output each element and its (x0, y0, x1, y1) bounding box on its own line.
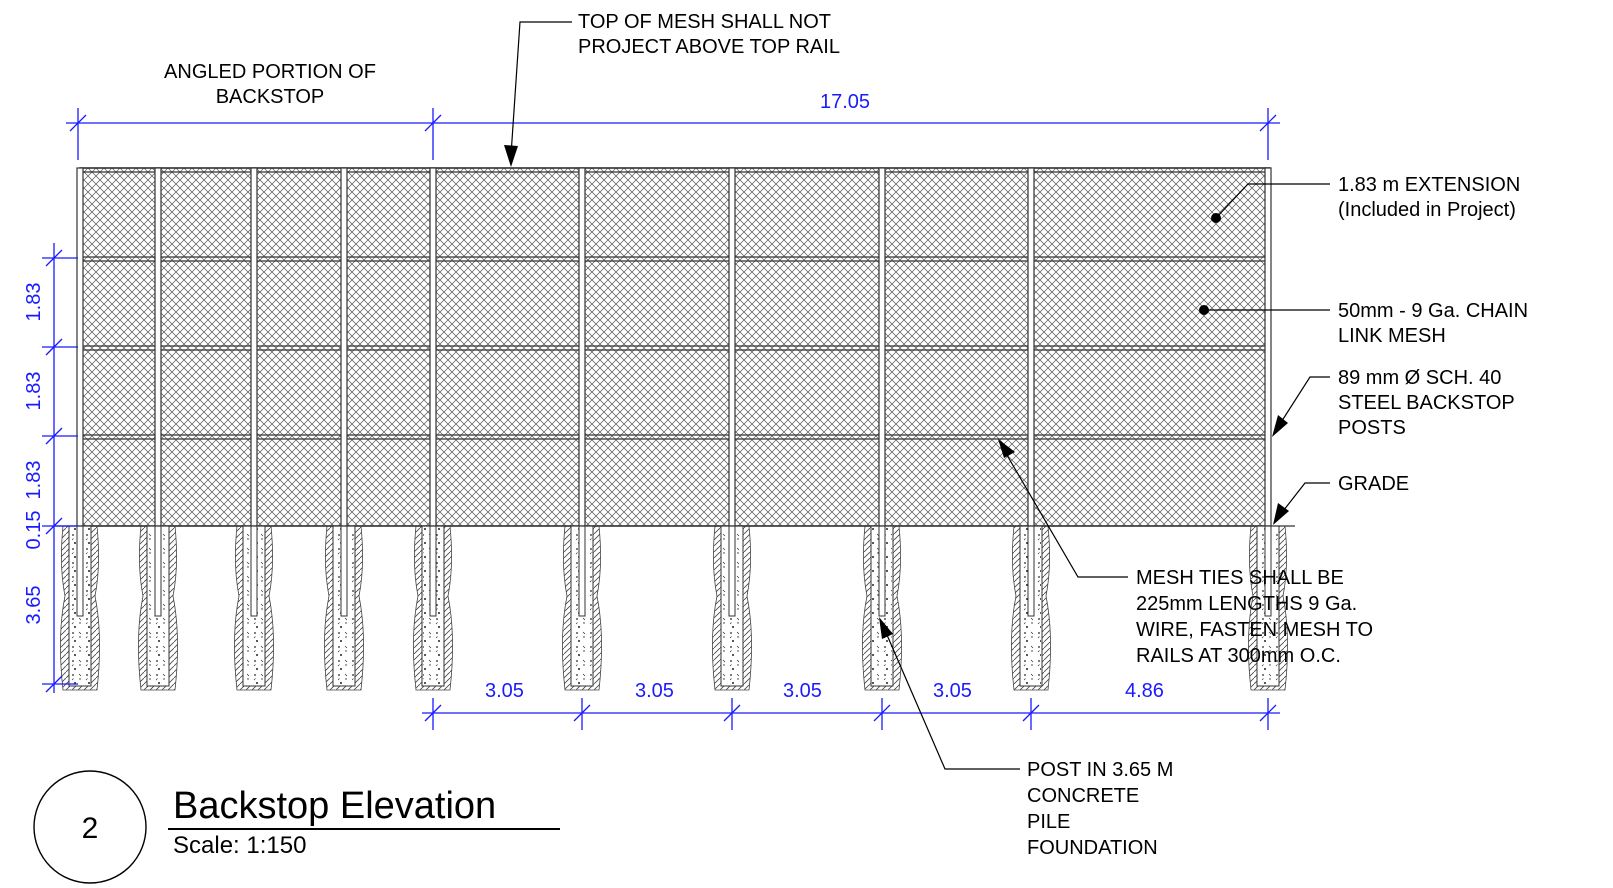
bottom-dimension-3: 3.05 (783, 680, 822, 702)
embedded-post (878, 525, 886, 617)
angled-portion-label-2: BACKSTOP (216, 86, 325, 108)
drawing-title: Backstop Elevation (173, 785, 496, 827)
bottom-dimension-5: 4.86 (1125, 680, 1164, 702)
drawing-number: 2 (82, 812, 99, 845)
bottom-dimension: 3.05 3.05 3.05 3.05 4.86 (422, 680, 1280, 730)
bottom-dimension-2: 3.05 (635, 680, 674, 702)
vertical-dimension-3: 1.83 (23, 461, 45, 500)
ties-note-4: RAILS AT 300mm O.C. (1136, 645, 1341, 667)
top-mesh-note-2: PROJECT ABOVE TOP RAIL (578, 36, 840, 58)
bottom-dimension-4: 3.05 (933, 680, 972, 702)
pile-note-4: FOUNDATION (1027, 837, 1158, 859)
mesh-note-2: LINK MESH (1338, 325, 1446, 347)
drawing-number-circle (33, 770, 147, 884)
angled-portion-label: ANGLED PORTION OF (164, 61, 376, 83)
post (154, 167, 162, 527)
left-dimension: 1.83 1.83 1.83 0.15 3.65 (23, 243, 78, 693)
chain-link-mesh (79, 167, 1271, 527)
mesh-note: 50mm - 9 Ga. CHAIN (1338, 300, 1528, 322)
post (250, 167, 258, 527)
vertical-dimension-4: 0.15 (23, 511, 45, 550)
pile-note-2: CONCRETE (1027, 785, 1139, 807)
post (578, 167, 586, 527)
ties-arrow (998, 439, 1015, 458)
embedded-post (578, 525, 586, 617)
vertical-dimension-2: 1.83 (23, 372, 45, 411)
post (1264, 167, 1272, 527)
annotations: ANGLED PORTION OF BACKSTOP TOP OF MESH S… (164, 11, 1528, 859)
posts-arrow (1272, 415, 1288, 437)
embedded-post (250, 525, 258, 617)
post (878, 167, 886, 527)
post (340, 167, 348, 527)
top-mesh-note: TOP OF MESH SHALL NOT (578, 11, 831, 33)
scale-label: Scale: 1:150 (173, 832, 306, 859)
top-dimension: 17.05 (66, 91, 1280, 160)
ties-note: MESH TIES SHALL BE (1136, 567, 1344, 589)
ties-note-3: WIRE, FASTEN MESH TO (1136, 619, 1373, 641)
top-mesh-arrow (504, 145, 518, 167)
embedded-post (76, 525, 84, 617)
pile-arrow (879, 617, 893, 639)
mesh-dot (1199, 305, 1209, 315)
top-total-dimension: 17.05 (820, 91, 870, 113)
vertical-dimension-5: 3.65 (23, 586, 45, 625)
ties-note-2: 225mm LENGTHS 9 Ga. (1136, 593, 1357, 615)
vertical-dimension-1: 1.83 (23, 283, 45, 322)
extension-dot (1211, 213, 1221, 223)
extension-note-2: (Included in Project) (1338, 199, 1516, 221)
title-block: 2 Backstop Elevation Scale: 1:150 (33, 770, 560, 884)
embedded-post (154, 525, 162, 617)
post (429, 167, 437, 527)
post (1027, 167, 1035, 527)
bottom-dimension-1: 3.05 (485, 680, 524, 702)
pile-note: POST IN 3.65 M (1027, 759, 1173, 781)
posts-note: 89 mm Ø SCH. 40 (1338, 367, 1501, 389)
grade-arrow (1273, 503, 1289, 525)
posts-note-2: STEEL BACKSTOP (1338, 392, 1515, 414)
pile-foundations (60, 525, 1288, 691)
pile-note-3: PILE (1027, 811, 1070, 833)
extension-note: 1.83 m EXTENSION (1338, 174, 1520, 196)
post (728, 167, 736, 527)
embedded-post (1027, 525, 1035, 617)
horizontal-rails (80, 167, 1270, 440)
posts-note-3: POSTS (1338, 417, 1406, 439)
embedded-post (728, 525, 736, 617)
embedded-post (340, 525, 348, 617)
embedded-post (429, 525, 437, 617)
grade-note: GRADE (1338, 473, 1409, 495)
